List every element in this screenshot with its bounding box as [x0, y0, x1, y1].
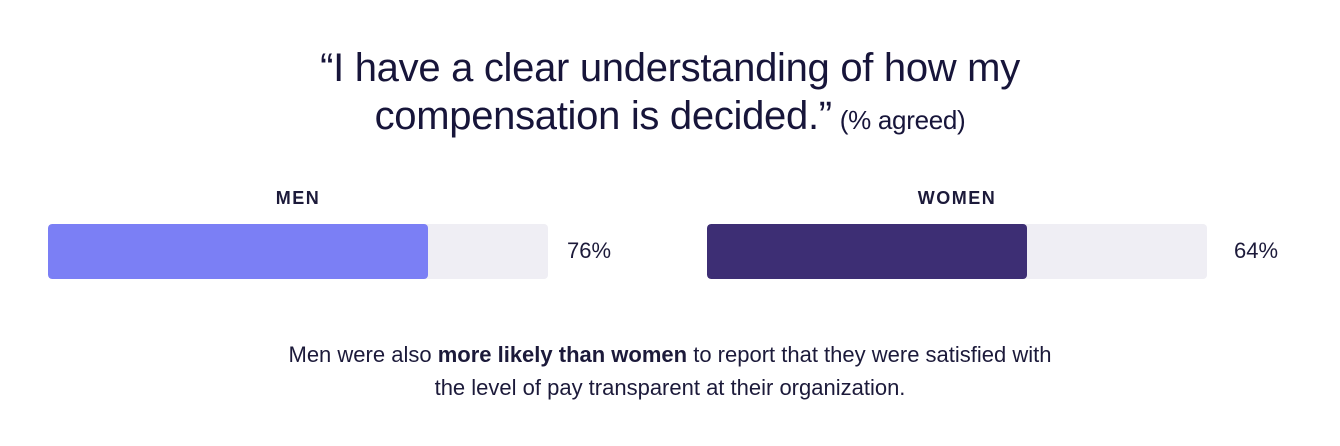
value-label-men: 76% [567, 238, 612, 263]
chart-title: “I have a clear understanding of how my … [0, 44, 1340, 144]
category-label-men: MEN [275, 188, 321, 208]
chart-title-line-1: “I have a clear understanding of how my [320, 46, 1020, 90]
value-label-women: 64% [1234, 238, 1279, 263]
bar-track-men [48, 224, 548, 279]
footnote-emphasis: more likely than women [437, 342, 688, 367]
category-label-women: WOMEN [917, 188, 997, 208]
footnote-text-post: to report that they were satisfied with [687, 342, 1052, 367]
footnote-line-2: the level of pay transparent at their or… [434, 375, 906, 400]
bar-track-women [707, 224, 1207, 279]
chart-title-line-2: compensation is decided.” (% agreed) [0, 92, 1340, 144]
chart-title-suffix: (% agreed) [839, 105, 966, 135]
bar-women [707, 224, 1027, 279]
chart-title-line-2-text: compensation is decided.” [374, 94, 833, 138]
footnote-text-pre: Men were also [288, 342, 438, 367]
bar-men [48, 224, 428, 279]
footnote-line-1: Men were also more likely than women to … [0, 338, 1340, 371]
footnote: Men were also more likely than women to … [0, 338, 1340, 404]
